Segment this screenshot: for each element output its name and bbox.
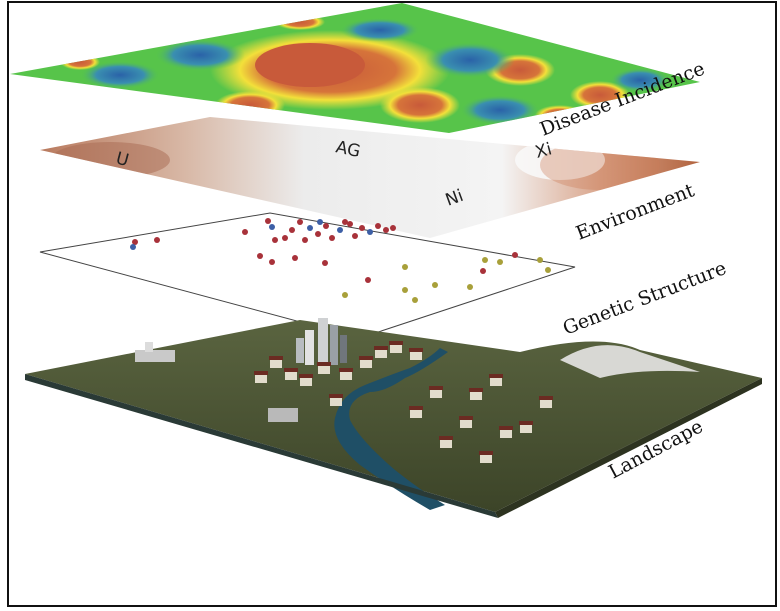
genetic-point <box>412 297 418 303</box>
house-roof <box>389 341 403 345</box>
genetic-point <box>482 257 488 263</box>
house <box>430 390 442 398</box>
genetic-point <box>132 239 138 245</box>
genetic-points <box>130 218 551 303</box>
house-roof <box>329 394 343 398</box>
house <box>410 352 422 360</box>
city-buildings <box>135 318 347 422</box>
genetic-point <box>367 229 373 235</box>
genetic-point <box>323 223 329 229</box>
house <box>490 378 502 386</box>
genetic-point <box>269 224 275 230</box>
genetic-point <box>402 264 408 270</box>
house-roof <box>317 362 331 366</box>
house <box>285 372 297 380</box>
house <box>330 398 342 406</box>
genetic-point <box>302 237 308 243</box>
genetic-point <box>292 255 298 261</box>
house-roof <box>469 388 483 392</box>
genetic-point <box>289 227 295 233</box>
house <box>360 360 372 368</box>
genetic-point <box>342 292 348 298</box>
village-houses <box>254 341 553 463</box>
genetic-point <box>467 284 473 290</box>
genetic-point <box>282 235 288 241</box>
house-roof <box>374 346 388 350</box>
env-mark-ni: Ni <box>443 186 466 211</box>
label-genetic-structure: Genetic Structure <box>560 257 729 340</box>
house <box>255 375 267 383</box>
house-roof <box>254 371 268 375</box>
genetic-point <box>545 267 551 273</box>
genetic-point <box>329 235 335 241</box>
genetic-point <box>322 260 328 266</box>
environment-layer: U AG Ni Xi <box>40 117 700 238</box>
genetic-point <box>390 225 396 231</box>
genetic-point <box>265 218 271 224</box>
genetic-point <box>352 233 358 239</box>
house-roof <box>539 396 553 400</box>
house <box>270 360 282 368</box>
genetic-point <box>342 219 348 225</box>
house-roof <box>269 356 283 360</box>
house <box>540 400 552 408</box>
env-mark-ag: AG <box>334 137 362 162</box>
genetic-point <box>154 237 160 243</box>
house-roof <box>409 348 423 352</box>
landscape-layer <box>25 318 762 518</box>
house <box>460 420 472 428</box>
house <box>318 366 330 374</box>
genetic-point <box>359 225 365 231</box>
house-roof <box>339 368 353 372</box>
house-roof <box>284 368 298 372</box>
genetic-point <box>242 229 248 235</box>
genetic-point <box>480 268 486 274</box>
genetic-point <box>130 244 136 250</box>
house-roof <box>359 356 373 360</box>
house <box>500 430 512 438</box>
house <box>390 345 402 353</box>
genetic-point <box>432 282 438 288</box>
genetic-point <box>272 237 278 243</box>
house <box>440 440 452 448</box>
genetic-structure-layer <box>39 212 576 339</box>
genetic-point <box>307 225 313 231</box>
genetic-point <box>257 253 263 259</box>
house <box>410 410 422 418</box>
genetic-point <box>512 252 518 258</box>
house-roof <box>439 436 453 440</box>
house <box>520 425 532 433</box>
genetic-point <box>317 219 323 225</box>
house-roof <box>519 421 533 425</box>
house <box>375 350 387 358</box>
house <box>470 392 482 400</box>
river <box>334 348 448 510</box>
genetic-point <box>269 259 275 265</box>
house-roof <box>489 374 503 378</box>
genetic-point <box>537 257 543 263</box>
house-roof <box>299 374 313 378</box>
genetic-point <box>337 227 343 233</box>
env-mark-u: U <box>114 149 131 172</box>
house <box>300 378 312 386</box>
house-roof <box>499 426 513 430</box>
genetic-point <box>365 277 371 283</box>
house-roof <box>409 406 423 410</box>
house-roof <box>479 451 493 455</box>
genetic-point <box>315 231 321 237</box>
genetic-point <box>497 259 503 265</box>
env-mark-xi: Xi <box>533 139 554 163</box>
genetic-point <box>402 287 408 293</box>
disease-incidence-layer <box>10 3 700 133</box>
house <box>480 455 492 463</box>
house <box>340 372 352 380</box>
house-roof <box>429 386 443 390</box>
genetic-point <box>375 223 381 229</box>
genetic-point <box>383 227 389 233</box>
house-roof <box>459 416 473 420</box>
genetic-point <box>347 221 353 227</box>
genetic-point <box>297 219 303 225</box>
